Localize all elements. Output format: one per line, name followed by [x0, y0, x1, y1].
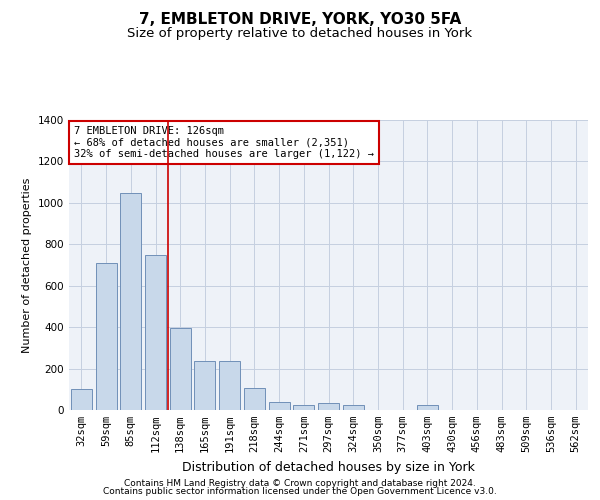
Text: Size of property relative to detached houses in York: Size of property relative to detached ho…: [127, 28, 473, 40]
Bar: [318, 403, 339, 410]
Bar: [170, 328, 191, 410]
Bar: [343, 405, 364, 410]
Bar: [244, 388, 265, 410]
Text: Contains public sector information licensed under the Open Government Licence v3: Contains public sector information licen…: [103, 487, 497, 496]
Bar: [293, 405, 314, 410]
Bar: [95, 263, 116, 410]
Bar: [417, 405, 438, 410]
Bar: [71, 390, 92, 410]
Bar: [145, 254, 166, 410]
X-axis label: Distribution of detached houses by size in York: Distribution of detached houses by size …: [182, 460, 475, 473]
Text: Contains HM Land Registry data © Crown copyright and database right 2024.: Contains HM Land Registry data © Crown c…: [124, 478, 476, 488]
Bar: [269, 402, 290, 410]
Bar: [120, 192, 141, 410]
Text: 7, EMBLETON DRIVE, YORK, YO30 5FA: 7, EMBLETON DRIVE, YORK, YO30 5FA: [139, 12, 461, 28]
Text: 7 EMBLETON DRIVE: 126sqm
← 68% of detached houses are smaller (2,351)
32% of sem: 7 EMBLETON DRIVE: 126sqm ← 68% of detach…: [74, 126, 374, 159]
Bar: [194, 362, 215, 410]
Bar: [219, 362, 240, 410]
Y-axis label: Number of detached properties: Number of detached properties: [22, 178, 32, 352]
